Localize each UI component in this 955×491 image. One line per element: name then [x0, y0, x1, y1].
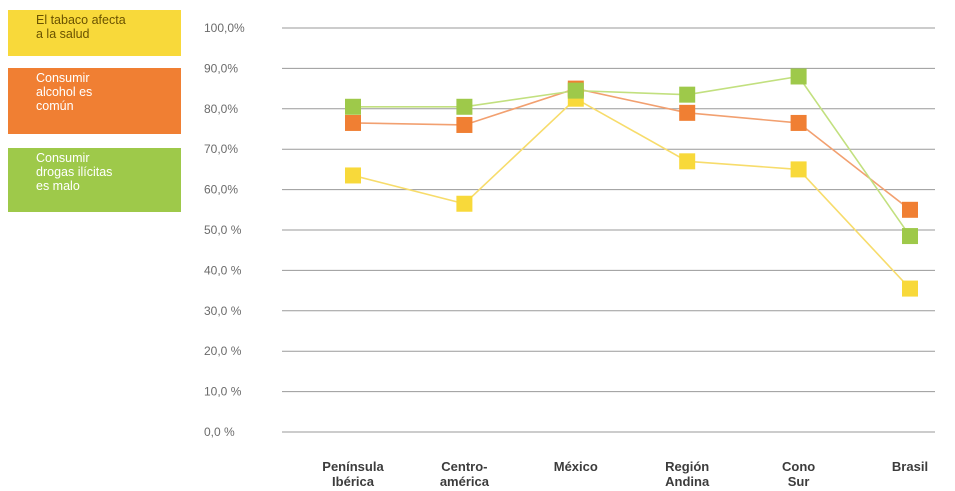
legend-label-alcohol-line1: Consumir	[36, 71, 90, 85]
legend-item-drogas: Consumir drogas ilícitas es malo	[8, 148, 181, 212]
data-point-drogas	[456, 98, 473, 115]
legend-label-tabaco-line2: a la salud	[36, 27, 90, 41]
data-point-drogas	[567, 82, 584, 99]
legend-item-alcohol: Consumir alcohol es común	[8, 68, 181, 134]
data-point-tabaco	[790, 161, 807, 178]
data-point-drogas	[902, 228, 918, 245]
series-line-alcohol	[352, 87, 911, 211]
y-tick-label: 30,0 %	[204, 304, 242, 318]
x-category-label: américa	[440, 474, 490, 489]
series-line-drogas	[353, 75, 911, 237]
legend-label-alcohol-line2: alcohol es	[36, 85, 93, 99]
x-category-label: Centro-	[441, 459, 487, 474]
data-point-tabaco	[345, 167, 361, 184]
legend-swatch-drogas	[8, 148, 181, 212]
y-tick-label: 100,0%	[204, 21, 245, 35]
legend-label-alcohol-line3: común	[36, 99, 74, 113]
data-point-drogas	[790, 68, 807, 85]
y-tick-label: 0,0 %	[204, 425, 235, 439]
y-tick-label: 90,0%	[204, 61, 238, 75]
y-tick-label: 50,0 %	[204, 223, 242, 237]
y-tick-label: 70,0%	[204, 142, 238, 156]
legend-item-tabaco: El tabaco afecta a la salud	[8, 10, 181, 56]
x-category-label: Cono	[782, 459, 815, 474]
y-tick-label: 60,0%	[204, 183, 238, 197]
legend-label-tabaco-line1: El tabaco afecta	[36, 13, 126, 27]
x-category-label: Región	[665, 459, 709, 474]
data-point-alcohol	[456, 116, 473, 133]
data-point-alcohol	[679, 104, 696, 121]
data-point-tabaco	[456, 195, 473, 212]
data-point-tabaco	[902, 280, 918, 297]
legend-label-drogas-line1: Consumir	[36, 151, 90, 165]
x-category-label: Ibérica	[332, 474, 375, 489]
y-tick-label: 40,0 %	[204, 263, 242, 277]
legend-label-drogas-line2: drogas ilícitas	[36, 165, 113, 179]
series-line-tabaco	[352, 97, 911, 290]
x-category-label: México	[554, 459, 598, 474]
y-tick-label: 10,0 %	[204, 385, 242, 399]
x-category-label: Brasil	[892, 459, 928, 474]
data-point-alcohol	[902, 201, 918, 218]
data-point-tabaco	[679, 153, 696, 170]
legend-swatch-alcohol	[8, 68, 181, 134]
y-tick-label: 20,0 %	[204, 344, 242, 358]
legend-swatch-tabaco	[8, 10, 181, 56]
legend-label-drogas-line3: es malo	[36, 179, 80, 193]
data-point-alcohol	[790, 114, 807, 131]
x-category-label: Península	[322, 459, 384, 474]
x-category-label: Sur	[788, 474, 810, 489]
data-point-drogas	[679, 86, 696, 103]
data-point-drogas	[345, 98, 361, 115]
x-category-label: Andina	[665, 474, 710, 489]
y-tick-label: 80,0%	[204, 102, 238, 116]
data-point-alcohol	[345, 114, 361, 131]
